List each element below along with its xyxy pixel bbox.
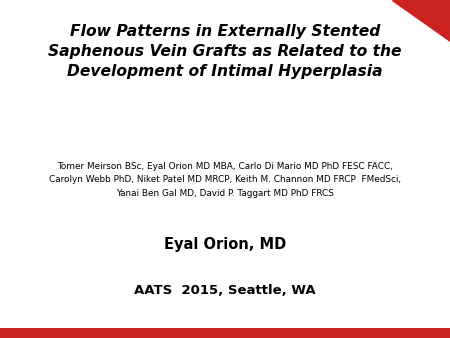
Text: Tomer Meirson BSc, Eyal Orion MD MBA, Carlo Di Mario MD PhD FESC FACC,
Carolyn W: Tomer Meirson BSc, Eyal Orion MD MBA, Ca… [49, 162, 401, 198]
Text: AATS  2015, Seattle, WA: AATS 2015, Seattle, WA [134, 284, 316, 297]
Text: Flow Patterns in Externally Stented
Saphenous Vein Grafts as Related to the
Deve: Flow Patterns in Externally Stented Saph… [48, 24, 402, 79]
Bar [0, 328, 450, 338]
Text: Eyal Orion, MD: Eyal Orion, MD [164, 237, 286, 251]
Polygon shape [392, 0, 450, 41]
